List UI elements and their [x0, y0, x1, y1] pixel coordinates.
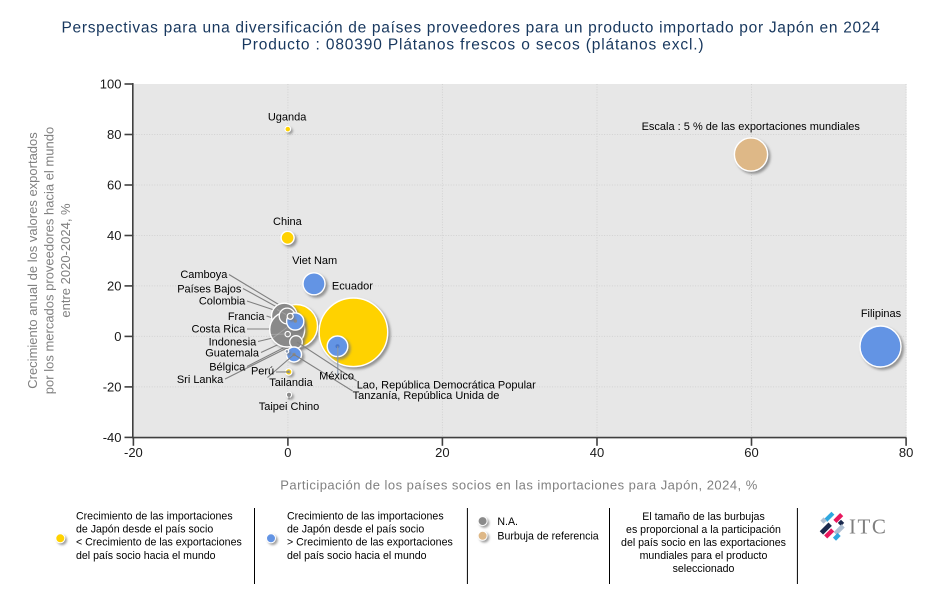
svg-text:México: México [319, 371, 354, 383]
svg-text:ITC: ITC [849, 515, 887, 539]
svg-text:Colombia: Colombia [199, 296, 246, 308]
svg-text:Viet Nam: Viet Nam [292, 255, 337, 267]
svg-text:80: 80 [107, 127, 121, 142]
svg-text:Filipinas: Filipinas [861, 308, 902, 320]
svg-text:40: 40 [107, 228, 121, 243]
svg-text:es proporcional a la participa: es proporcional a la participación [626, 524, 781, 536]
svg-text:mundiales para el producto: mundiales para el producto [640, 550, 768, 562]
svg-text:20: 20 [435, 445, 449, 460]
svg-text:Perspectivas para una diversif: Perspectivas para una diversificación de… [62, 20, 881, 37]
svg-text:Perú: Perú [251, 366, 274, 378]
svg-text:80: 80 [899, 445, 913, 460]
svg-text:Sri Lanka: Sri Lanka [177, 374, 224, 386]
svg-text:Tailandia: Tailandia [269, 377, 313, 389]
svg-text:Países Bajos: Países Bajos [177, 283, 242, 295]
svg-text:Producto : 080390 Plátanos fre: Producto : 080390 Plátanos frescos o sec… [242, 37, 705, 54]
svg-text:> Crecimiento de las exportaci: > Crecimiento de las exportaciones [287, 537, 453, 549]
svg-text:China: China [273, 216, 303, 228]
svg-text:40: 40 [590, 445, 604, 460]
svg-text:Lao, República Democrática Pop: Lao, República Democrática Popular [357, 379, 536, 391]
svg-text:del país socio hacia el mundo: del país socio hacia el mundo [76, 550, 216, 562]
svg-text:Escala : 5 % de las exportacio: Escala : 5 % de las exportaciones mundia… [642, 121, 861, 133]
svg-text:de Japón desde el país socio: de Japón desde el país socio [287, 524, 424, 536]
svg-text:del país socio hacia el mundo: del país socio hacia el mundo [287, 550, 427, 562]
svg-text:Taipei Chino: Taipei Chino [259, 401, 320, 413]
svg-text:N.A.: N.A. [497, 516, 518, 528]
svg-text:Costa Rica: Costa Rica [192, 324, 247, 336]
svg-text:< Crecimiento de las exportaci: < Crecimiento de las exportaciones [76, 537, 242, 549]
svg-text:20: 20 [107, 278, 121, 293]
svg-text:100: 100 [100, 77, 122, 92]
svg-text:Crecimiento de las importacion: Crecimiento de las importaciones [76, 511, 233, 523]
svg-text:entre 2020-2024, %: entre 2020-2024, % [58, 203, 73, 318]
svg-text:seleccionado: seleccionado [673, 563, 735, 575]
svg-text:60: 60 [744, 445, 758, 460]
svg-text:Francia: Francia [228, 311, 266, 323]
svg-text:-20: -20 [124, 445, 143, 460]
svg-text:Participación de los países so: Participación de los países socios en la… [280, 478, 758, 493]
svg-text:0: 0 [284, 445, 291, 460]
svg-text:Indonesia: Indonesia [209, 337, 258, 349]
svg-text:Bélgica: Bélgica [209, 361, 246, 373]
svg-text:Crecimiento de las importacion: Crecimiento de las importaciones [287, 511, 444, 523]
svg-text:Tanzanía, República Unida de: Tanzanía, República Unida de [353, 390, 500, 402]
svg-text:Burbuja de referencia: Burbuja de referencia [497, 531, 598, 543]
svg-text:0: 0 [114, 329, 121, 344]
svg-text:de Japón desde el país socio: de Japón desde el país socio [76, 524, 213, 536]
svg-text:El tamaño de las burbujas: El tamaño de las burbujas [642, 511, 765, 523]
svg-text:Ecuador: Ecuador [332, 281, 373, 293]
svg-text:-20: -20 [103, 379, 122, 394]
svg-text:60: 60 [107, 178, 121, 193]
svg-text:del país socio en las exportac: del país socio en las exportaciones [621, 537, 786, 549]
svg-text:Uganda: Uganda [268, 112, 307, 124]
svg-text:Guatemala: Guatemala [205, 348, 260, 360]
svg-text:Camboya: Camboya [180, 269, 228, 281]
svg-text:por los mercados proveedores h: por los mercados proveedores hacia el mu… [41, 127, 56, 394]
svg-text:-40: -40 [103, 430, 122, 445]
svg-text:Crecimiento anual de los valor: Crecimiento anual de los valores exporta… [25, 132, 40, 389]
